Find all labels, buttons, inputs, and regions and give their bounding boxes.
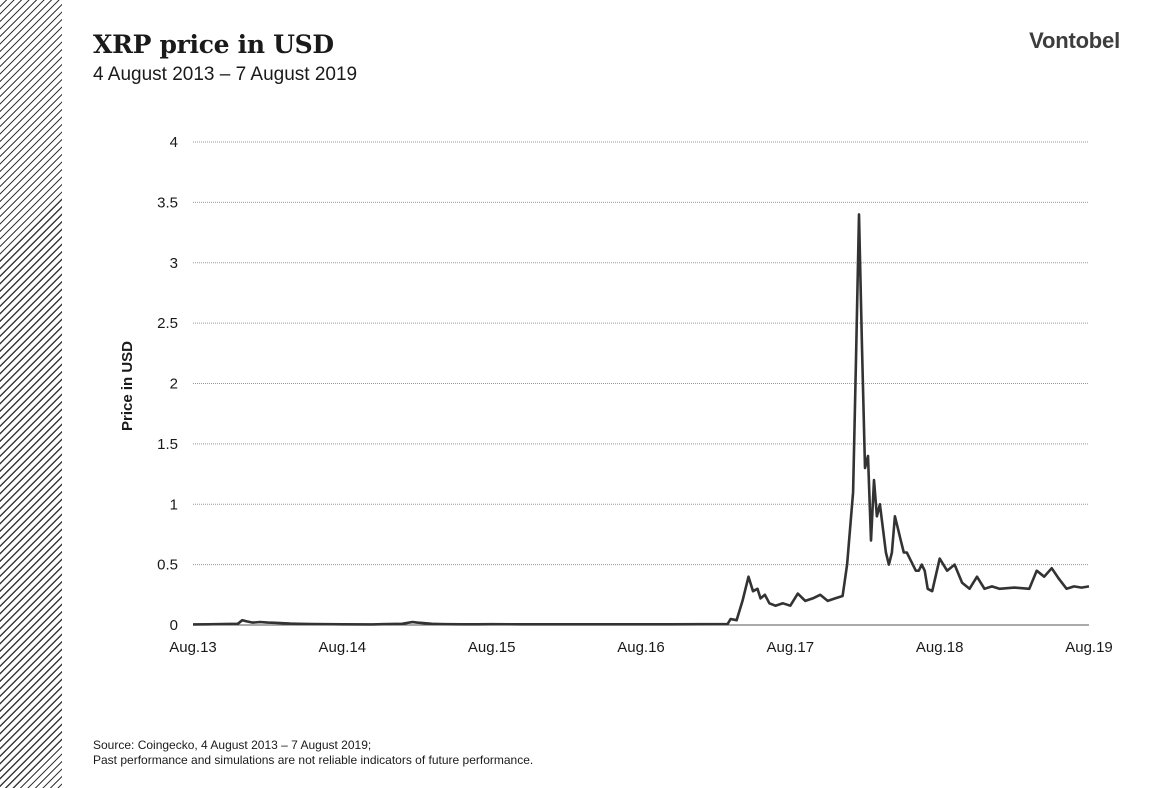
y-axis-label: Price in USD [119, 341, 136, 431]
x-tick-label: Aug.17 [767, 639, 815, 656]
y-axis-ticks: 0 0.5 1 1.5 2 2.5 3 3.5 4 [157, 134, 178, 634]
source-note: Source: Coingecko, 4 August 2013 – 7 Aug… [93, 738, 372, 752]
x-tick-label: Aug.18 [916, 639, 964, 656]
y-tick-label: 1 [170, 496, 178, 513]
y-tick-label: 0 [170, 617, 178, 634]
x-tick-label: Aug.14 [319, 639, 367, 656]
y-tick-label: 4 [170, 134, 178, 151]
x-tick-label: Aug.16 [617, 639, 665, 656]
disclaimer-note: Past performance and simulations are not… [93, 753, 534, 767]
series-layer [192, 213, 1090, 626]
y-tick-label: 1.5 [157, 436, 178, 453]
grid-lines [193, 141, 1089, 626]
y-tick-label: 3.5 [157, 194, 178, 211]
chart-title: XRP price in USD [93, 30, 334, 59]
y-tick-label: 0.5 [157, 557, 178, 574]
price-series-line [192, 213, 1090, 626]
x-tick-label: Aug.13 [169, 639, 217, 656]
brand-logo: Vontobel [1029, 28, 1120, 53]
x-tick-label: Aug.19 [1065, 639, 1113, 656]
y-tick-label: 2 [170, 376, 178, 393]
x-axis-ticks: Aug.13 Aug.14 Aug.15 Aug.16 Aug.17 Aug.18 Aug.… [169, 639, 1113, 656]
y-tick-label: 2.5 [157, 315, 178, 332]
y-tick-label: 3 [170, 255, 178, 272]
hatched-side-band [0, 0, 62, 788]
footer-notes: Source: Coingecko, 4 August 2013 – 7 Aug… [93, 738, 533, 768]
x-tick-label: Aug.15 [468, 639, 516, 656]
chart-subtitle: 4 August 2013 – 7 August 2019 [93, 64, 358, 85]
